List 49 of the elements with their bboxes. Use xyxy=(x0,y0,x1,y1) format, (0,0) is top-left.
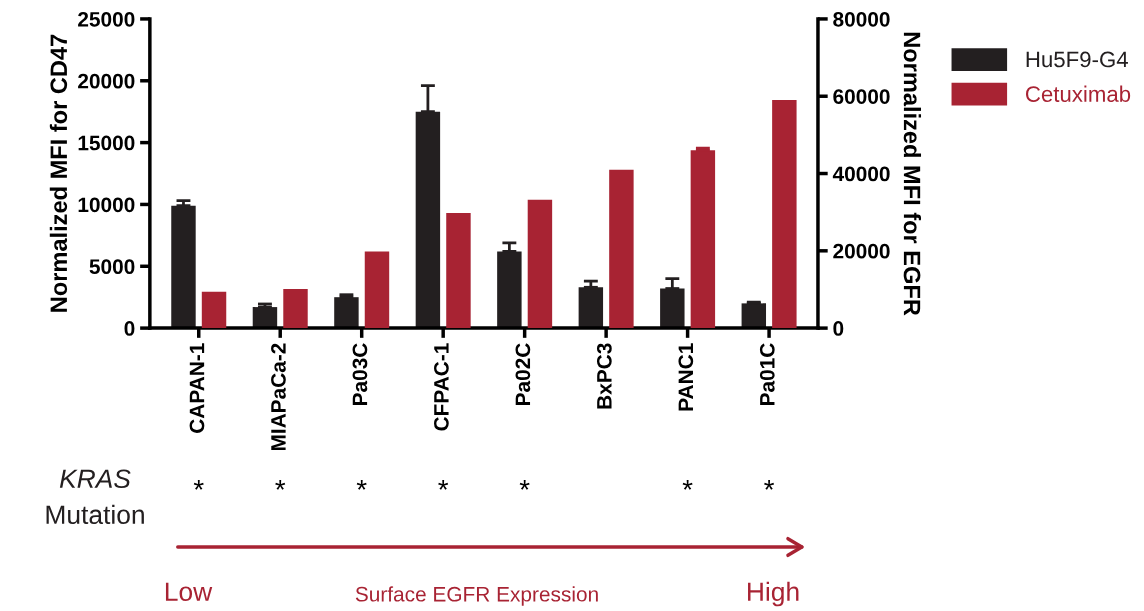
text: * xyxy=(275,480,286,490)
x-tick-label: Pa01C xyxy=(759,343,775,405)
legend-label: Hu5F9-G4 xyxy=(1026,51,1128,68)
text: * xyxy=(764,480,775,490)
bar xyxy=(609,169,634,329)
bar xyxy=(171,205,196,329)
bar xyxy=(415,111,441,329)
y2-tick-label: 40000 xyxy=(832,166,890,182)
text: * xyxy=(438,480,449,490)
x-tick-label: Pa02C xyxy=(515,343,531,405)
bar xyxy=(334,297,359,329)
y-axis-title: Normalized MFI for CD47 xyxy=(49,34,68,312)
x-tick-label: CFPAC-1 xyxy=(434,343,449,431)
legend-label: Cetuximab xyxy=(1026,85,1131,102)
bar xyxy=(578,287,604,329)
y-tick-label: 20000 xyxy=(78,73,135,89)
text: KRAS xyxy=(59,469,131,489)
bar xyxy=(446,212,471,329)
y2-tick-label: 20000 xyxy=(833,243,890,259)
text: Surface EGFR Expression xyxy=(355,586,598,606)
bar xyxy=(660,288,685,329)
y2-tick-label: 0 xyxy=(833,321,844,336)
text: * xyxy=(519,480,530,490)
bar xyxy=(772,100,797,329)
x-tick-label: Pa03C xyxy=(352,343,368,405)
x-tick-label: BxPC3 xyxy=(596,343,612,409)
text: * xyxy=(682,480,693,490)
text: * xyxy=(356,480,367,490)
bar xyxy=(497,251,522,329)
y2-axis-title: Normalized MFI for EGFR xyxy=(903,32,922,316)
bar xyxy=(527,199,553,329)
bar xyxy=(201,291,227,329)
y2-tick-label: 60000 xyxy=(833,89,890,104)
y-tick-label: 10000 xyxy=(78,197,135,213)
bar xyxy=(283,289,308,329)
text: Mutation xyxy=(46,504,144,525)
bar xyxy=(364,251,390,329)
text: High xyxy=(748,581,799,607)
x-tick-label: MIAPaCa-2 xyxy=(271,343,286,451)
y-tick-label: 0 xyxy=(124,321,135,336)
y-tick-label: 15000 xyxy=(78,135,135,151)
y2-tick-label: 80000 xyxy=(833,11,890,27)
text: Low xyxy=(165,582,213,602)
y-tick-label: 5000 xyxy=(89,259,135,275)
x-tick-label: CAPAN-1 xyxy=(189,343,205,433)
y-tick-label: 25000 xyxy=(78,11,135,27)
bar xyxy=(690,150,716,329)
text: * xyxy=(193,480,204,490)
x-tick-label: PANC1 xyxy=(678,343,694,411)
